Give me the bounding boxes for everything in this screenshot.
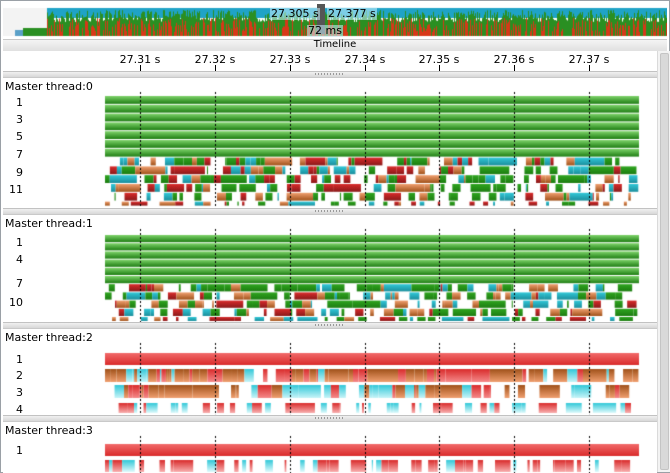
time-ruler[interactable]: 27.31 s 27.32 s 27.33 s 27.34 s 27.35 s … — [3, 51, 657, 71]
ruler-tick-label: 27.32 s — [194, 53, 236, 66]
depth-label: 2 — [16, 369, 23, 382]
ruler-tick-mark — [589, 65, 590, 71]
timeline-title: Timeline — [313, 39, 357, 50]
depth-label: 9 — [16, 166, 23, 179]
depth-label: 7 — [16, 148, 23, 161]
depth-label: 1 — [16, 236, 23, 249]
scrollbar-thumb[interactable] — [660, 53, 669, 470]
depth-label: 10 — [9, 296, 23, 309]
thread-flame-graph[interactable] — [3, 329, 657, 416]
depth-label: 1 — [16, 444, 23, 457]
timeline-overview[interactable]: 27.305 s 27.377 s 72 ms — [3, 2, 667, 38]
depth-label: 1 — [16, 353, 23, 366]
thread-flame-graph[interactable] — [3, 422, 657, 473]
ruler-tick-label: 27.37 s — [568, 53, 610, 66]
ruler-tick-mark — [215, 65, 216, 71]
ruler-tick-label: 27.35 s — [418, 53, 460, 66]
depth-label: 3 — [16, 113, 23, 126]
splitter-grip — [315, 73, 345, 75]
splitter-grip — [315, 210, 345, 212]
depth-label: 11 — [9, 183, 23, 196]
depth-label: 4 — [16, 253, 23, 266]
thread-flame-graph[interactable] — [3, 215, 657, 323]
ruler-tick-mark — [439, 65, 440, 71]
ruler-tick-mark — [290, 65, 291, 71]
splitter-grip — [315, 417, 345, 419]
thread-flame-graph[interactable] — [3, 78, 657, 209]
selection-start-time: 27.305 s — [270, 7, 320, 20]
thread-title: Master thread:2 — [5, 331, 93, 344]
thread-title: Master thread:1 — [5, 217, 93, 230]
selection-duration: 72 ms — [307, 24, 343, 37]
overview-selection-handle-right[interactable] — [321, 4, 325, 34]
thread-pane[interactable]: Master thread:1 1 4 7 10 — [3, 214, 657, 323]
depth-label: 3 — [16, 386, 23, 399]
ruler-tick-label: 27.36 s — [493, 53, 535, 66]
ruler-tick-mark — [365, 65, 366, 71]
ruler-tick-label: 27.34 s — [344, 53, 386, 66]
depth-label: 4 — [16, 403, 23, 416]
thread-pane[interactable]: Master thread:0 1 3 5 7 9 11 — [3, 77, 657, 209]
ruler-tick-label: 27.33 s — [269, 53, 311, 66]
depth-label: 5 — [16, 130, 23, 143]
depth-label: 7 — [16, 277, 23, 290]
thread-pane[interactable]: Master thread:3 1 — [3, 421, 657, 473]
ruler-tick-mark — [140, 65, 141, 71]
thread-title: Master thread:0 — [5, 80, 93, 93]
selection-end-time: 27.377 s — [327, 7, 377, 20]
vertical-scrollbar[interactable] — [657, 51, 670, 472]
ruler-tick-label: 27.31 s — [119, 53, 161, 66]
ruler-tick-mark — [514, 65, 515, 71]
depth-label: 1 — [16, 96, 23, 109]
splitter-grip — [315, 324, 345, 326]
thread-pane[interactable]: Master thread:2 1 2 3 4 — [3, 328, 657, 416]
thread-title: Master thread:3 — [5, 424, 93, 437]
